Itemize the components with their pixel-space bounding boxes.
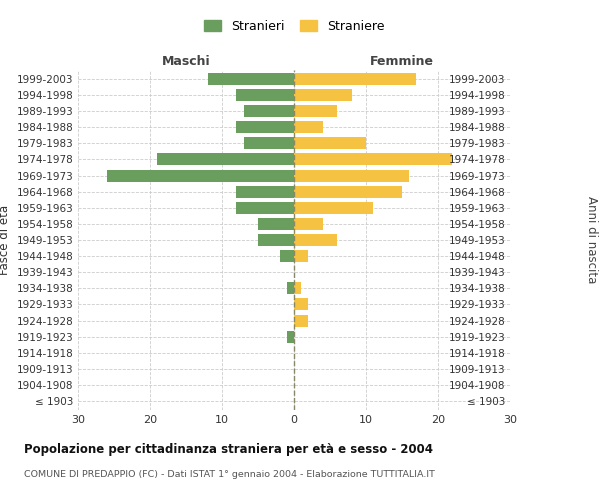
Text: COMUNE DI PREDAPPIO (FC) - Dati ISTAT 1° gennaio 2004 - Elaborazione TUTTITALIA.: COMUNE DI PREDAPPIO (FC) - Dati ISTAT 1°… [24, 470, 435, 479]
Bar [258, 218, 294, 230]
Bar [258, 234, 294, 246]
Bar [294, 218, 323, 230]
Text: Femmine: Femmine [370, 54, 434, 68]
Text: Anni di nascita: Anni di nascita [584, 196, 598, 284]
Bar [244, 105, 294, 117]
Bar [236, 121, 294, 133]
Y-axis label: Fasce di età: Fasce di età [0, 205, 11, 275]
Text: Maschi: Maschi [161, 54, 211, 68]
Text: Popolazione per cittadinanza straniera per età e sesso - 2004: Popolazione per cittadinanza straniera p… [24, 442, 433, 456]
Bar [244, 138, 294, 149]
Bar [280, 250, 294, 262]
Bar [287, 282, 294, 294]
Bar [294, 298, 308, 310]
Bar [294, 314, 308, 326]
Bar [208, 73, 294, 85]
Bar [107, 170, 294, 181]
Bar [294, 105, 337, 117]
Bar [294, 250, 308, 262]
Legend: Stranieri, Straniere: Stranieri, Straniere [199, 15, 389, 38]
Bar [157, 154, 294, 166]
Bar [294, 121, 323, 133]
Bar [294, 186, 402, 198]
Bar [294, 138, 366, 149]
Bar [236, 89, 294, 101]
Bar [287, 330, 294, 342]
Bar [236, 202, 294, 214]
Bar [294, 154, 452, 166]
Bar [294, 170, 409, 181]
Bar [294, 202, 373, 214]
Bar [294, 73, 416, 85]
Bar [294, 89, 352, 101]
Bar [236, 186, 294, 198]
Bar [294, 234, 337, 246]
Bar [294, 282, 301, 294]
